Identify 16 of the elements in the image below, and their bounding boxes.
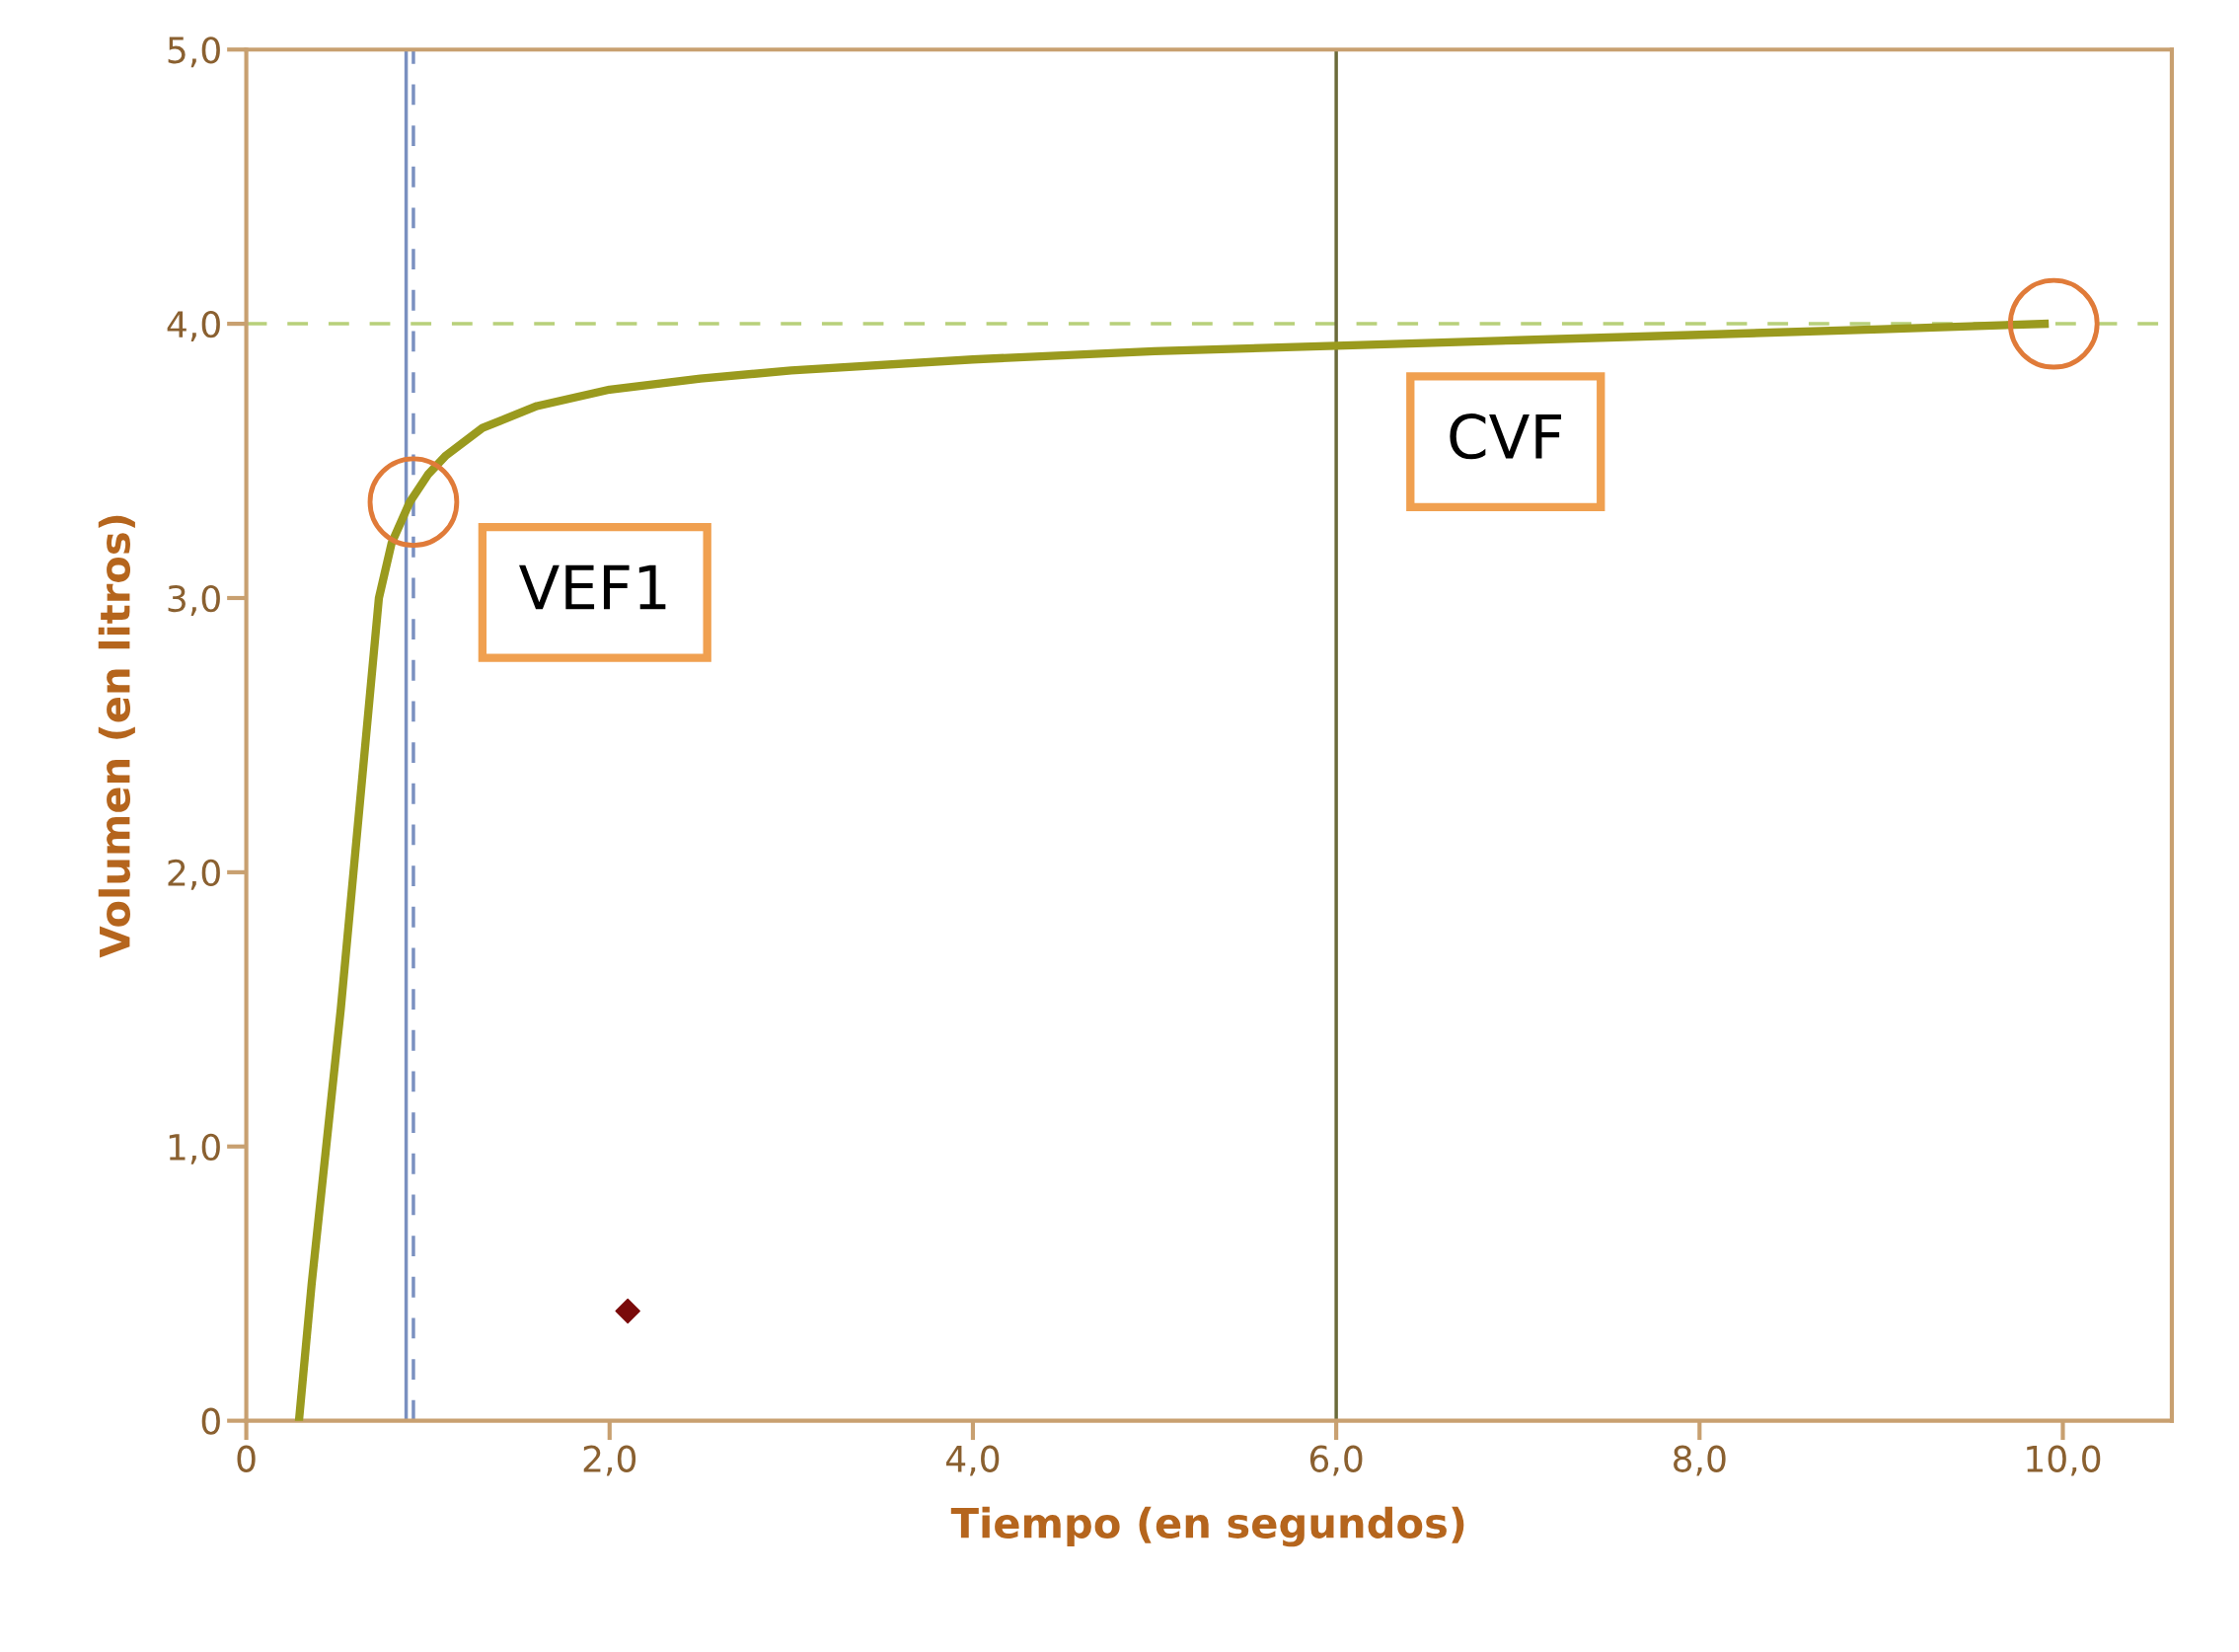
x-tick-label: 0 <box>237 1445 256 1472</box>
annotation: CVF <box>1450 413 1562 460</box>
x-tick-label: 10,0 <box>2027 1445 2101 1476</box>
y-tick-label: 4,0 <box>167 311 220 342</box>
y-axis-title: Volumen (en litros) <box>98 515 135 958</box>
x-tick-label: 8,0 <box>1674 1445 1726 1476</box>
y-tick-label: 3,0 <box>168 584 220 616</box>
y-tick-label: 1,0 <box>169 1133 220 1164</box>
x-axis-title: Tiempo (en segundos) <box>950 1506 1464 1547</box>
y-tick-label: 2,0 <box>168 859 220 890</box>
y-tick-label: 0 <box>201 1407 220 1435</box>
x-tick-label: 4,0 <box>946 1445 1000 1476</box>
x-tick-label: 2,0 <box>583 1445 636 1476</box>
annotation: VEF1 <box>519 564 666 610</box>
y-tick-label: 5,0 <box>168 37 220 68</box>
x-tick-label: 6,0 <box>1309 1445 1363 1476</box>
